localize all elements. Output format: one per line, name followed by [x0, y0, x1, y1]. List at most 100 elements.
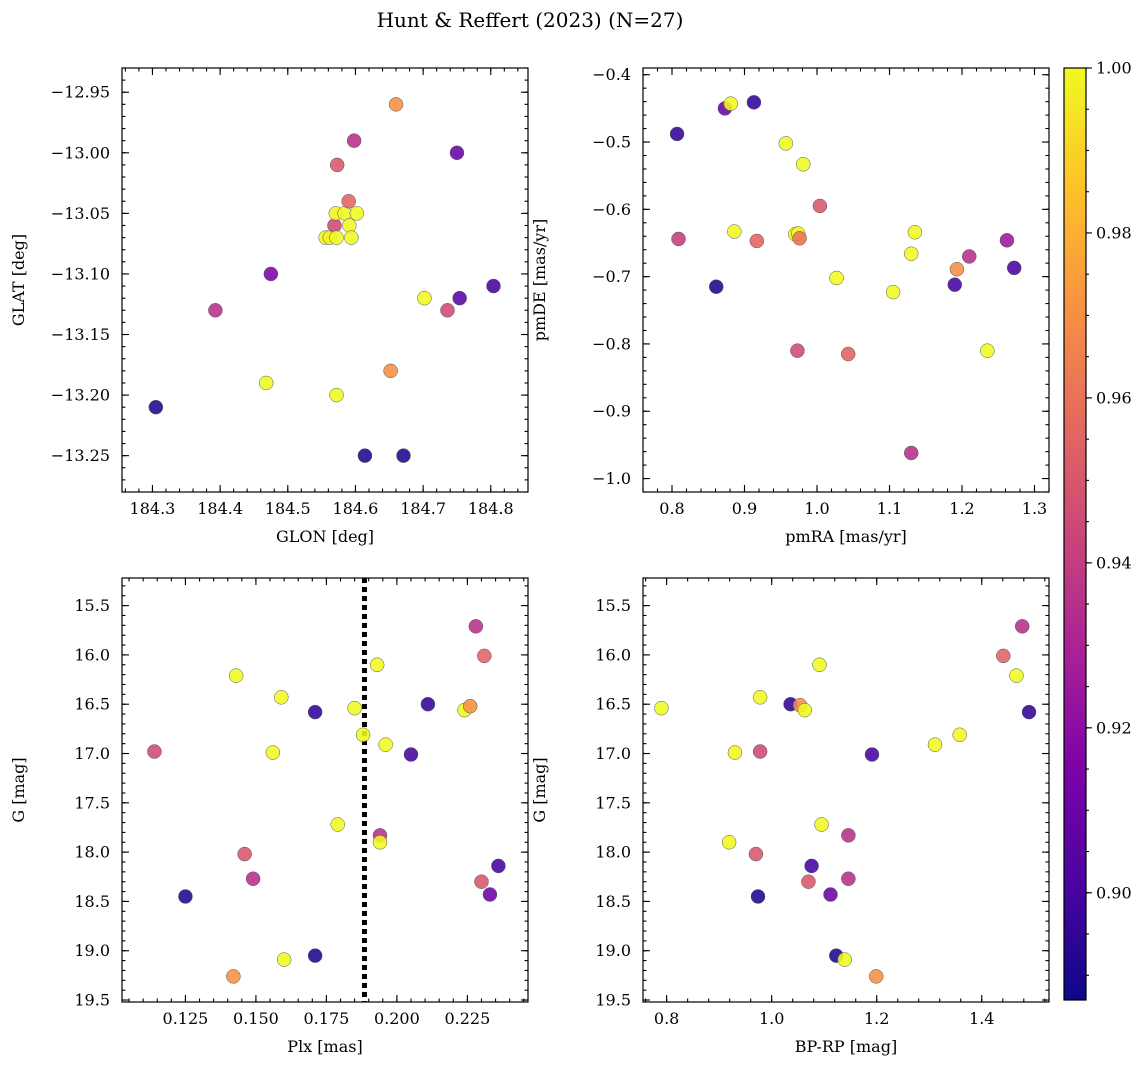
scatter-point [482, 887, 498, 902]
scatter-point [812, 198, 828, 214]
colorbar-tick-label: 0.92 [1096, 718, 1132, 737]
scatter-point [868, 969, 884, 984]
y-tick-label: 18.0 [595, 843, 631, 862]
y-tick-label: 15.5 [74, 596, 110, 615]
scatter-point [790, 343, 805, 358]
scatter-point [723, 96, 738, 111]
panel-pmra-pmde: 0.8 0.9 1.0 1.1 1.2 1.3 −1.0 −0.9 −0.8 −0.7 −0.6 −0… [530, 65, 1050, 546]
scatter-point [258, 375, 274, 391]
scatter-point [329, 157, 345, 173]
x-tick-label: 184.4 [197, 499, 243, 518]
y-tick-label: −0.7 [592, 267, 631, 286]
scatter-point [372, 835, 388, 850]
scatter-point [474, 874, 489, 889]
y-tick-label: −0.5 [592, 133, 631, 152]
scatter-point [748, 846, 764, 862]
scatter-point [1006, 260, 1022, 276]
y-axis-label: GLAT [deg] [9, 234, 28, 326]
y-tick-label: 19.5 [74, 991, 110, 1010]
scatter-point [449, 145, 465, 161]
x-axis-label: pmRA [mas/yr] [785, 527, 907, 546]
scatter-point [669, 126, 685, 142]
scatter-point [307, 704, 323, 720]
y-tick-label: −0.8 [592, 334, 631, 353]
scatter-point [814, 817, 829, 832]
panel-bprp-g: 0.8 1.0 1.2 1.4 15.5 16.0 16.5 17.0 17.5 18.0 18.5… [530, 577, 1050, 1056]
scatter-point [727, 224, 742, 239]
x-tick-label: 0.9 [732, 499, 757, 518]
scatter-point [841, 871, 856, 886]
scatter-point [369, 657, 385, 673]
x-tick-label: 1.0 [759, 1009, 784, 1028]
scatter-point [148, 399, 164, 415]
y-tick-label: 18.5 [74, 892, 110, 911]
scatter-point [778, 136, 794, 151]
scatter-point [885, 284, 901, 300]
scatter-point [420, 696, 436, 712]
x-tick-label: 184.3 [130, 499, 176, 518]
scatter-point [980, 343, 995, 358]
plot-area [643, 68, 1049, 492]
x-tick-label: 184.8 [468, 499, 514, 518]
colorbar-tick-label: 0.98 [1096, 223, 1132, 242]
x-tick-label: 0.200 [374, 1009, 420, 1028]
y-tick-label: 16.0 [595, 645, 631, 664]
scatter-point [274, 690, 289, 705]
y-tick-label: −13.20 [51, 386, 110, 405]
scatter-point [1009, 668, 1024, 683]
scatter-point [999, 233, 1015, 248]
x-axis-label: BP-RP [mag] [795, 1037, 897, 1056]
scatter-point [462, 698, 478, 714]
axes-frame [121, 67, 529, 493]
x-tick-label: 0.125 [163, 1009, 209, 1028]
y-tick-label: −13.00 [51, 143, 110, 162]
x-tick-label: 184.6 [333, 499, 379, 518]
y-tick-label: 16.5 [74, 695, 110, 714]
scatter-point [228, 668, 244, 683]
y-tick-label: −13.15 [51, 325, 110, 344]
scatter-point [841, 828, 856, 843]
y-tick-label: −0.4 [592, 65, 631, 84]
y-tick-label: 16.5 [595, 695, 631, 714]
y-tick-label: −13.05 [51, 204, 110, 223]
y-tick-label: 19.0 [74, 941, 110, 960]
scatter-point [1021, 704, 1037, 720]
x-tick-label: 1.0 [804, 499, 829, 518]
y-tick-label: 17.0 [74, 744, 110, 763]
scatter-point [263, 266, 279, 282]
scatter-point [727, 745, 743, 760]
colorbar-tick-label: 1.00 [1096, 59, 1132, 78]
scatter-point [750, 889, 766, 904]
y-tick-label: −12.95 [51, 83, 110, 102]
scatter-point [904, 445, 919, 461]
scatter-point [383, 363, 398, 379]
scatter-point [962, 249, 977, 264]
scatter-point [907, 224, 923, 240]
scatter-point [178, 889, 193, 904]
scatter-point [721, 835, 737, 850]
x-tick-label: 1.3 [1022, 499, 1047, 518]
scatter-point [226, 969, 241, 984]
scatter-point [329, 387, 344, 403]
y-tick-label: −13.10 [51, 264, 110, 283]
scatter-point [327, 218, 342, 233]
x-tick-label: 1.1 [877, 499, 902, 518]
y-tick-label: 18.5 [595, 892, 631, 911]
scatter-point [477, 648, 492, 664]
scatter-point [403, 747, 419, 762]
scatter-point [245, 871, 261, 886]
scatter-point [837, 952, 852, 967]
figure-title: Hunt & Reffert (2023) (N=27) [377, 8, 684, 32]
y-axis-label: G [mag] [530, 757, 549, 822]
x-tick-label: 0.225 [444, 1009, 490, 1028]
x-axis-label: Plx [mas] [287, 1037, 362, 1056]
scatter-point [237, 846, 252, 862]
scatter-point [792, 231, 807, 246]
scatter-point [829, 270, 844, 286]
y-tick-label: 16.0 [74, 645, 110, 664]
scatter-point [927, 737, 943, 752]
scatter-point [355, 727, 371, 743]
scatter-point [417, 290, 432, 306]
plot-area [122, 68, 528, 492]
